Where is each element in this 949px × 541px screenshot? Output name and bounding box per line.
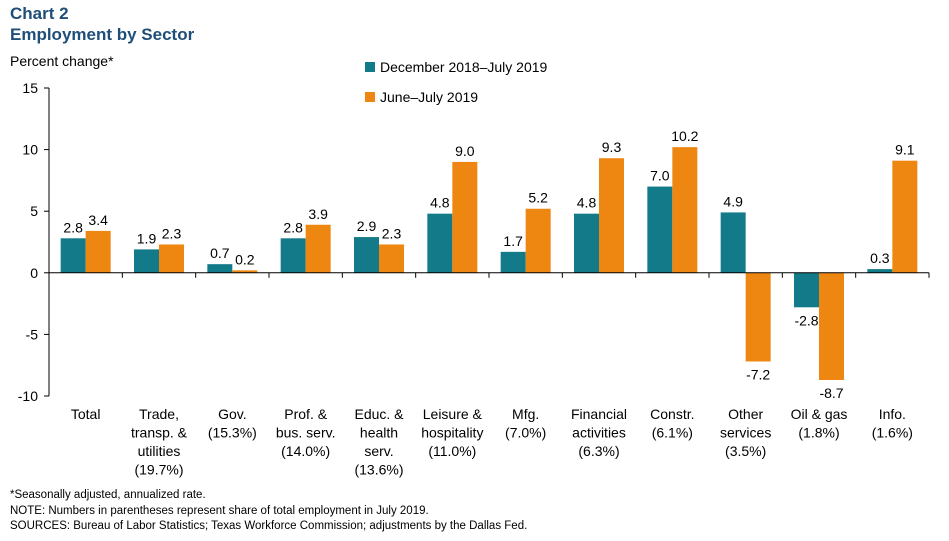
- data-label-series-1: 2.9: [357, 218, 377, 234]
- legend-swatch-series-2: [365, 91, 375, 102]
- chart-title: Employment by Sector: [10, 25, 195, 44]
- bar-series-2: [85, 230, 111, 273]
- bar-series-2: [452, 161, 478, 273]
- bar-series-2: [819, 272, 844, 380]
- legend-item-series-2: June–July 2019: [365, 87, 547, 106]
- bar-series-2: [599, 158, 624, 273]
- bar-series-2: [305, 224, 331, 273]
- data-label-series-1: 4.9: [723, 193, 743, 209]
- y-tick-label: -5: [26, 326, 39, 342]
- category-label: Gov. (15.3%): [208, 406, 257, 441]
- category-label: Total: [71, 406, 101, 422]
- data-label-series-1: 2.8: [283, 219, 303, 235]
- bar-series-1: [720, 212, 746, 273]
- bar-series-1: [427, 213, 453, 273]
- y-tick-label: -10: [18, 388, 38, 404]
- chart-label: Chart 2: [10, 4, 69, 23]
- bar-series-1: [500, 251, 526, 273]
- data-label-series-2: 3.4: [88, 212, 108, 228]
- bar-series-2: [892, 160, 918, 273]
- category-label: Info. (1.6%): [872, 406, 913, 441]
- category-label: Other services (3.5%): [720, 406, 771, 459]
- data-label-series-2: 2.3: [162, 225, 182, 241]
- legend-swatch-series-1: [365, 61, 375, 72]
- data-label-series-2: 5.2: [528, 190, 548, 206]
- bar-series-1: [354, 237, 379, 273]
- data-label-series-1: 4.8: [430, 195, 450, 211]
- legend-item-series-1: December 2018–July 2019: [365, 57, 547, 76]
- footnote-sources: SOURCES: Bureau of Labor Statistics; Tex…: [10, 520, 528, 532]
- category-label: Financial activities (6.3%): [571, 406, 627, 459]
- bar-series-1: [574, 213, 599, 273]
- y-tick-label: 15: [22, 80, 38, 96]
- bar-series-1: [794, 272, 819, 308]
- data-label-series-1: -2.8: [794, 312, 818, 328]
- y-tick-label: 0: [30, 265, 38, 281]
- bar-series-2: [745, 272, 771, 362]
- data-label-series-2: 9.3: [602, 139, 622, 155]
- data-label-series-1: 4.8: [577, 195, 597, 211]
- bar-series-1: [867, 269, 893, 273]
- y-tick-label: 5: [30, 203, 38, 219]
- footnote-note: NOTE: Numbers in parentheses represent s…: [10, 504, 429, 517]
- bar-series-2: [232, 270, 258, 273]
- category-label: Mfg. (7.0%): [505, 406, 546, 441]
- data-label-series-1: 0.3: [870, 250, 890, 266]
- data-label-series-2: 9.0: [455, 143, 475, 159]
- y-axis-label: Percent change*: [10, 53, 114, 69]
- category-label: Oil & gas (1.8%): [791, 406, 848, 441]
- data-label-series-2: 3.9: [308, 206, 328, 222]
- bar-series-1: [207, 264, 233, 273]
- data-label-series-1: 7.0: [650, 168, 670, 184]
- bar-series-2: [525, 208, 551, 273]
- category-label: Educ. & health serv. (13.6%): [354, 406, 404, 478]
- data-label-series-2: 10.2: [671, 128, 698, 144]
- category-label: Constr. (6.1%): [650, 406, 694, 441]
- bar-series-2: [672, 147, 698, 273]
- bar-series-1: [134, 249, 159, 273]
- data-label-series-2: -8.7: [819, 385, 843, 401]
- data-label-series-1: 2.8: [63, 219, 83, 235]
- category-label: Prof. & bus. serv. (14.0%): [276, 406, 336, 459]
- data-label-series-1: 1.7: [503, 233, 523, 249]
- legend-label-series-2: June–July 2019: [380, 88, 479, 105]
- data-label-series-2: 2.3: [382, 225, 402, 241]
- footnote-seasonal: *Seasonally adjusted, annualized rate.: [10, 489, 206, 501]
- bar-series-1: [647, 186, 673, 273]
- data-label-series-2: -7.2: [746, 367, 770, 383]
- bar-series-1: [280, 238, 306, 273]
- data-label-series-1: 1.9: [137, 230, 157, 246]
- bar-series-1: [60, 238, 86, 273]
- bar-series-2: [159, 244, 184, 273]
- footnotes: *Seasonally adjusted, annualized rate. N…: [10, 488, 940, 535]
- data-label-series-2: 9.1: [895, 142, 915, 158]
- category-label: Trade, transp. & utilities (19.7%): [131, 406, 188, 478]
- data-label-series-1: 0.7: [210, 245, 230, 261]
- category-label: Leisure & hospitality (11.0%): [421, 406, 483, 459]
- legend: December 2018–July 2019 June–July 2019: [365, 57, 547, 117]
- bar-series-2: [379, 244, 404, 273]
- legend-label-series-1: December 2018–July 2019: [380, 58, 548, 75]
- data-label-series-2: 0.2: [235, 251, 255, 267]
- y-tick-label: 10: [22, 142, 38, 158]
